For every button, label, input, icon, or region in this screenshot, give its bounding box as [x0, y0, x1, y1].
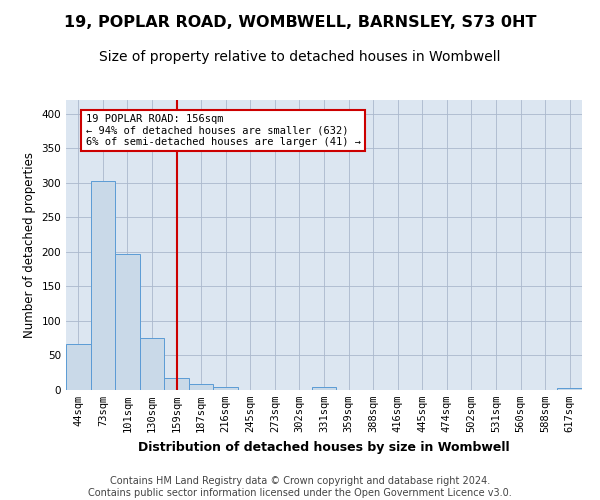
- Bar: [115, 254, 140, 390]
- Text: 19 POPLAR ROAD: 156sqm
← 94% of detached houses are smaller (632)
6% of semi-det: 19 POPLAR ROAD: 156sqm ← 94% of detached…: [86, 114, 361, 147]
- Bar: [189, 384, 214, 390]
- Text: Size of property relative to detached houses in Wombwell: Size of property relative to detached ho…: [99, 50, 501, 64]
- Bar: [140, 338, 164, 390]
- Bar: [66, 344, 91, 390]
- Text: 19, POPLAR ROAD, WOMBWELL, BARNSLEY, S73 0HT: 19, POPLAR ROAD, WOMBWELL, BARNSLEY, S73…: [64, 15, 536, 30]
- Bar: [91, 181, 115, 390]
- Bar: [214, 386, 238, 390]
- X-axis label: Distribution of detached houses by size in Wombwell: Distribution of detached houses by size …: [138, 440, 510, 454]
- Text: Contains HM Land Registry data © Crown copyright and database right 2024.
Contai: Contains HM Land Registry data © Crown c…: [88, 476, 512, 498]
- Y-axis label: Number of detached properties: Number of detached properties: [23, 152, 36, 338]
- Bar: [557, 388, 582, 390]
- Bar: [312, 386, 336, 390]
- Bar: [164, 378, 189, 390]
